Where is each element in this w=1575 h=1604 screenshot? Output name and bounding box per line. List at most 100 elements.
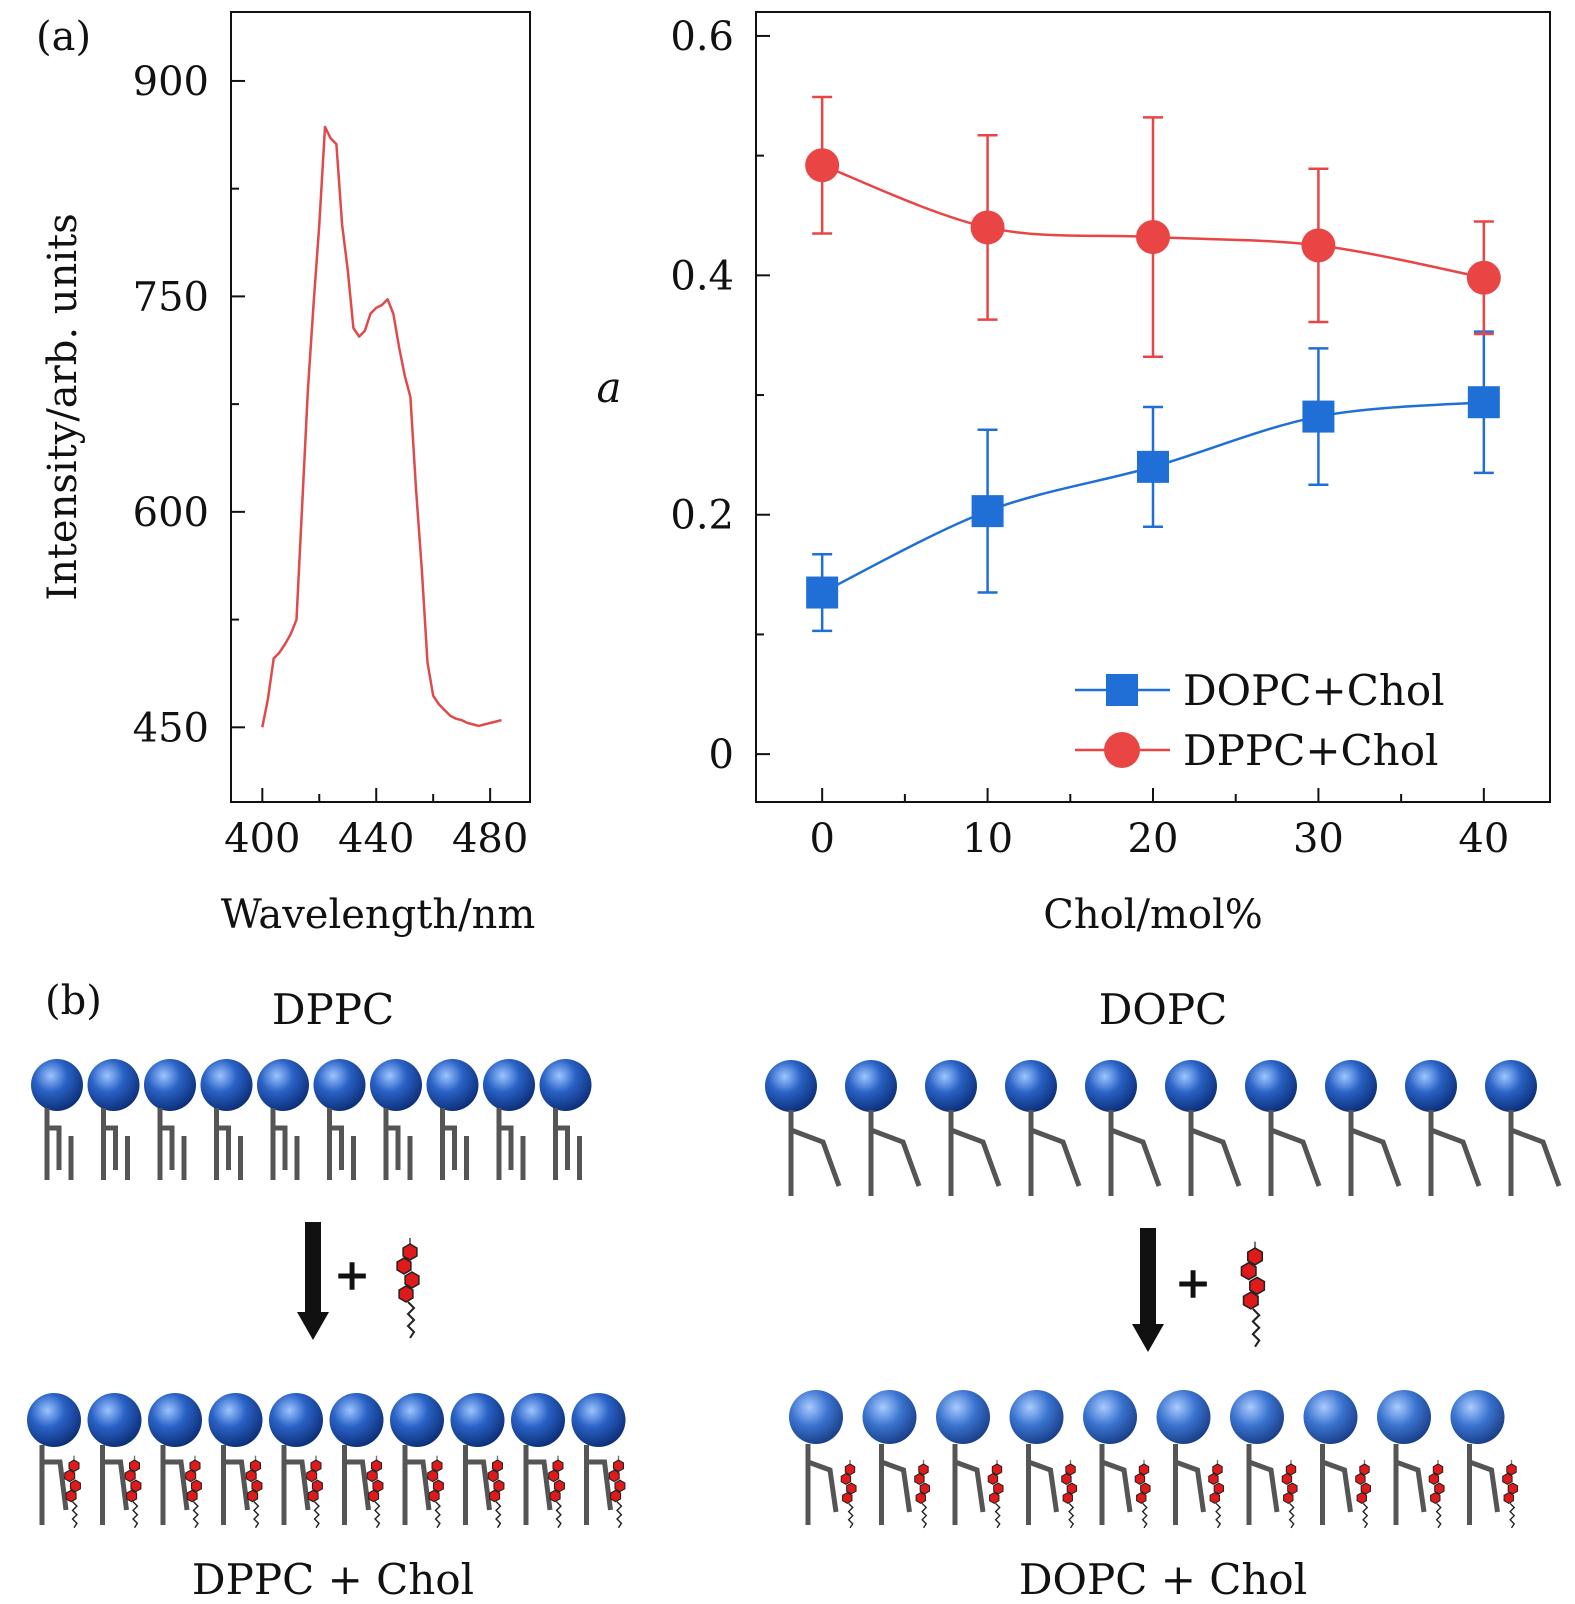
a-xlabel: Chol/mol% xyxy=(1043,892,1263,938)
lipid-head-icon xyxy=(426,1059,479,1111)
ring xyxy=(844,1463,856,1476)
lipid-tail xyxy=(879,1444,912,1525)
ring xyxy=(68,1459,80,1473)
lipid-tail xyxy=(788,1110,842,1196)
cholesterol-icon xyxy=(487,1455,505,1529)
data-point xyxy=(970,210,1005,245)
lipid-head-icon xyxy=(925,1060,977,1112)
ring xyxy=(552,1459,564,1473)
cholesterol-icon xyxy=(1061,1459,1078,1529)
cholesterol-icon xyxy=(987,1459,1004,1529)
ring xyxy=(189,1459,201,1473)
lipid-tail xyxy=(805,1444,839,1525)
lipid-tail xyxy=(1348,1110,1402,1196)
lipid-tail xyxy=(100,1445,129,1525)
chol-tail xyxy=(555,1501,562,1529)
ring xyxy=(614,1479,626,1493)
ring xyxy=(128,1459,141,1473)
lipid-tail xyxy=(948,1110,1002,1196)
legend-dppc-label: DPPC+Chol xyxy=(1183,726,1438,775)
cholesterol-icon xyxy=(548,1455,565,1529)
ring xyxy=(398,1285,414,1303)
chol-tail xyxy=(994,1502,1001,1529)
ring xyxy=(487,1469,499,1483)
cholesterol-icon xyxy=(245,1455,263,1529)
ring xyxy=(185,1469,197,1483)
lipid-tail xyxy=(39,1445,69,1525)
spectrum-line xyxy=(261,125,502,728)
cholesterol-icon xyxy=(185,1455,202,1529)
ring xyxy=(1506,1463,1517,1476)
ring xyxy=(987,1472,999,1485)
ring xyxy=(1065,1463,1076,1476)
ring xyxy=(1507,1482,1519,1495)
lipid-tail xyxy=(463,1445,492,1525)
lipid-tail xyxy=(402,1445,432,1525)
dppc-chol-lipid-row xyxy=(27,1393,626,1529)
ring xyxy=(1283,1491,1294,1505)
legend-dopc-label: DOPC+Chol xyxy=(1183,666,1445,715)
ring xyxy=(1360,1482,1372,1495)
data-point xyxy=(1301,228,1336,263)
chol-tail xyxy=(374,1501,381,1529)
ring xyxy=(1502,1472,1513,1485)
lipid-tail xyxy=(157,1108,187,1180)
ring xyxy=(427,1469,439,1483)
chol-tail xyxy=(1068,1502,1075,1529)
lipid-tail xyxy=(101,1108,130,1180)
ring xyxy=(65,1489,77,1503)
ring xyxy=(553,1479,565,1493)
a-x-tick-label: 40 xyxy=(1458,816,1509,862)
series-dppc-chol xyxy=(805,95,1501,358)
lipid-tail xyxy=(1467,1444,1500,1525)
ring xyxy=(1356,1491,1367,1505)
a-vs-chol-chart: 0 10 20 30 40 0 0.2 0.4 0.6 Chol/mol% a DOPC+Cho… xyxy=(596,11,1551,938)
chol-tail xyxy=(132,1501,139,1529)
ring xyxy=(126,1489,138,1503)
chol-tail xyxy=(71,1501,78,1529)
chol-tail xyxy=(313,1501,320,1529)
ring xyxy=(1355,1472,1366,1485)
cholesterol-icon xyxy=(608,1455,626,1529)
plus-sign-left: + xyxy=(334,1250,371,1301)
cholesterol-icon xyxy=(840,1459,857,1529)
ring xyxy=(431,1459,443,1473)
chol-tail xyxy=(1362,1502,1369,1529)
lipid-head-icon xyxy=(1245,1060,1297,1112)
legend-dppc-marker xyxy=(1104,732,1140,768)
lipid-tail xyxy=(270,1108,300,1180)
ring xyxy=(919,1482,931,1495)
lipid-tail xyxy=(1188,1110,1242,1196)
ring xyxy=(432,1479,444,1493)
lipid-head-icon xyxy=(87,1059,140,1111)
lipid-tail xyxy=(1246,1444,1280,1525)
ring xyxy=(366,1469,378,1483)
dopc-lipid-row xyxy=(765,1060,1562,1196)
spectrum-x-tick-label: 440 xyxy=(338,816,414,862)
ring xyxy=(1208,1472,1219,1485)
cholesterol-icon xyxy=(1502,1459,1519,1529)
ring xyxy=(840,1472,852,1485)
lipid-tail xyxy=(440,1108,469,1180)
lipid-head-icon xyxy=(845,1060,897,1112)
lipid-tail xyxy=(496,1108,526,1180)
ring xyxy=(1213,1482,1225,1495)
ring xyxy=(310,1459,322,1473)
lipid-head-icon xyxy=(539,1059,592,1111)
a-x-tick-label: 30 xyxy=(1293,816,1344,862)
ring xyxy=(428,1489,440,1503)
lipid-head-icon xyxy=(313,1059,366,1111)
lipid-tail xyxy=(327,1108,356,1180)
chol-tail xyxy=(616,1501,623,1529)
ring xyxy=(402,1243,418,1261)
panel-b-label: (b) xyxy=(45,978,102,1024)
ring xyxy=(404,1271,420,1289)
spectrum-xlabel: Wavelength/nm xyxy=(221,892,536,938)
data-point xyxy=(1466,260,1501,295)
a-y-tick-label: 0.2 xyxy=(670,493,734,539)
chol-tail xyxy=(1509,1502,1516,1529)
legend: DOPC+Chol DPPC+Chol xyxy=(1075,666,1445,775)
ring xyxy=(842,1491,853,1505)
chol-tail xyxy=(406,1301,416,1339)
spectrum-x-tick-label: 400 xyxy=(224,816,300,862)
